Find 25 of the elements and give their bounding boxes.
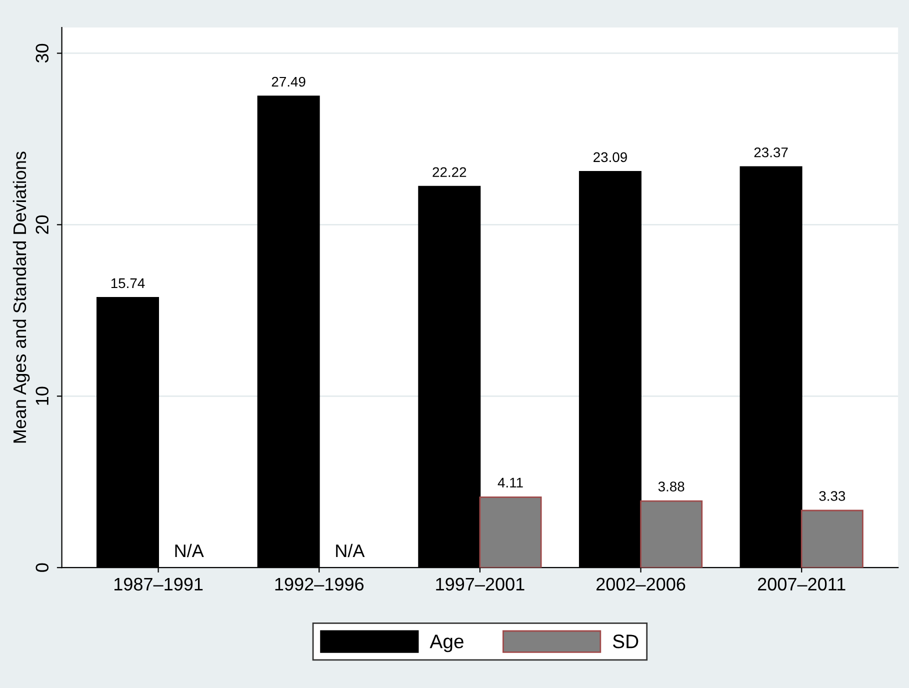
text: N/A — [336, 544, 365, 558]
data-label: 4.11 — [498, 478, 523, 488]
legend-label: SD — [612, 634, 638, 648]
bar — [640, 500, 703, 568]
x-tick-label: 2002–2006 — [596, 578, 686, 591]
y-tick-label: 30 — [36, 44, 49, 63]
x-tick-label: 1997–2001 — [436, 578, 524, 591]
data-label: 15.74 — [111, 278, 145, 288]
data-label: 23.37 — [754, 147, 788, 158]
bar — [800, 510, 864, 568]
data-label: 27.49 — [272, 76, 306, 87]
legend-label: Age — [430, 634, 464, 652]
data-label: 3.33 — [819, 491, 846, 501]
bar — [479, 496, 542, 568]
data-label: 23.09 — [594, 152, 627, 162]
x-tick-label: 1987–1991 — [114, 578, 203, 591]
y-tick-label: 10 — [36, 386, 49, 405]
y-tick-label: 0 — [36, 563, 49, 572]
text: N/A — [175, 544, 204, 558]
y-axis-title: Mean Ages and Standard Deviations — [12, 152, 30, 443]
x-tick-label: 1992–1996 — [275, 578, 364, 591]
data-label: 22.22 — [432, 167, 466, 177]
y-tick-label: 20 — [36, 215, 49, 234]
x-tick-label: 2007–2011 — [758, 578, 846, 591]
data-label: 3.88 — [658, 482, 684, 492]
